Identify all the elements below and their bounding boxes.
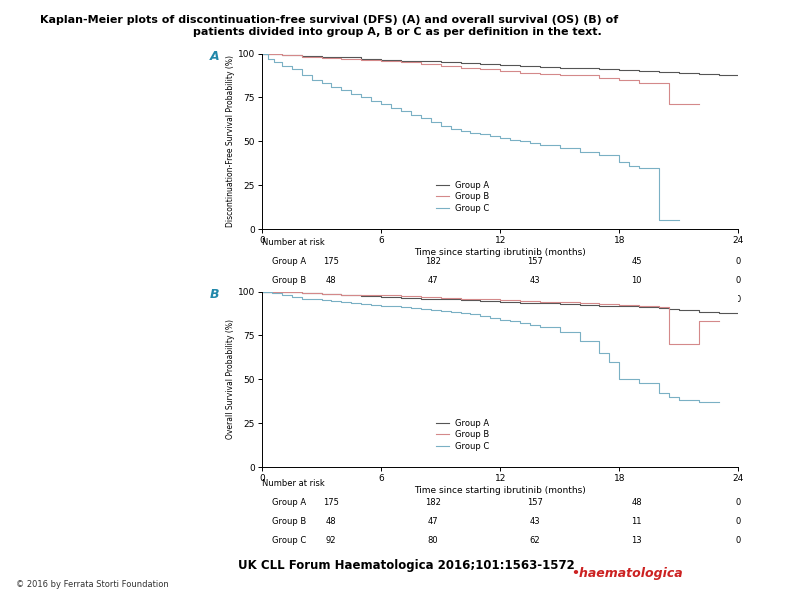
Text: 48: 48 [631,498,642,507]
Text: 13: 13 [631,537,642,546]
Text: 43: 43 [530,276,540,286]
Text: patients divided into group A, B or C as per definition in the text.: patients divided into group A, B or C as… [193,27,601,37]
Text: Group A: Group A [272,498,306,507]
Text: 182: 182 [425,257,441,266]
Text: Number at risk: Number at risk [262,479,325,488]
Text: Group C: Group C [272,296,306,305]
Text: 0: 0 [736,257,741,266]
Y-axis label: Overall Survival Probability (%): Overall Survival Probability (%) [226,320,235,439]
Text: 157: 157 [527,498,542,507]
Text: 182: 182 [425,498,441,507]
Text: © 2016 by Ferrata Storti Foundation: © 2016 by Ferrata Storti Foundation [16,580,168,589]
Text: 32: 32 [530,296,540,305]
Text: 48: 48 [326,517,337,527]
Text: 47: 47 [428,276,438,286]
Text: Number at risk: Number at risk [262,238,325,247]
Text: 45: 45 [631,257,642,266]
Text: 175: 175 [323,257,339,266]
Text: 0: 0 [736,276,741,286]
Text: 0: 0 [736,498,741,507]
Text: 63: 63 [427,296,438,305]
Text: UK CLL Forum Haematologica 2016;101:1563-1572: UK CLL Forum Haematologica 2016;101:1563… [238,559,575,572]
Text: Group A: Group A [272,257,306,266]
Text: 80: 80 [428,537,438,546]
Text: A: A [210,50,219,63]
Text: •haematologica: •haematologica [572,567,684,580]
Text: 11: 11 [631,517,642,527]
Text: 48: 48 [326,276,337,286]
Text: Group B: Group B [272,276,306,286]
Text: B: B [210,288,219,301]
Text: 157: 157 [527,257,542,266]
Text: Group C: Group C [272,537,306,546]
Text: 175: 175 [323,498,339,507]
Text: 47: 47 [428,517,438,527]
Legend: Group A, Group B, Group C: Group A, Group B, Group C [433,415,493,454]
Text: 43: 43 [530,517,540,527]
Text: Group B: Group B [272,517,306,527]
X-axis label: Time since starting ibrutinib (months): Time since starting ibrutinib (months) [414,486,586,495]
Legend: Group A, Group B, Group C: Group A, Group B, Group C [433,177,493,216]
Text: 62: 62 [530,537,540,546]
X-axis label: Time since starting ibrutinib (months): Time since starting ibrutinib (months) [414,248,586,257]
Text: 92: 92 [326,296,337,305]
Text: Kaplan-Meier plots of discontinuation-free survival (DFS) (A) and overall surviv: Kaplan-Meier plots of discontinuation-fr… [40,15,618,25]
Text: 4: 4 [634,296,639,305]
Y-axis label: Discontinuation-Free Survival Probability (%): Discontinuation-Free Survival Probabilit… [226,55,235,227]
Text: 10: 10 [631,276,642,286]
Text: 0: 0 [736,296,741,305]
Text: 0: 0 [736,537,741,546]
Text: 0: 0 [736,517,741,527]
Text: 92: 92 [326,537,337,546]
